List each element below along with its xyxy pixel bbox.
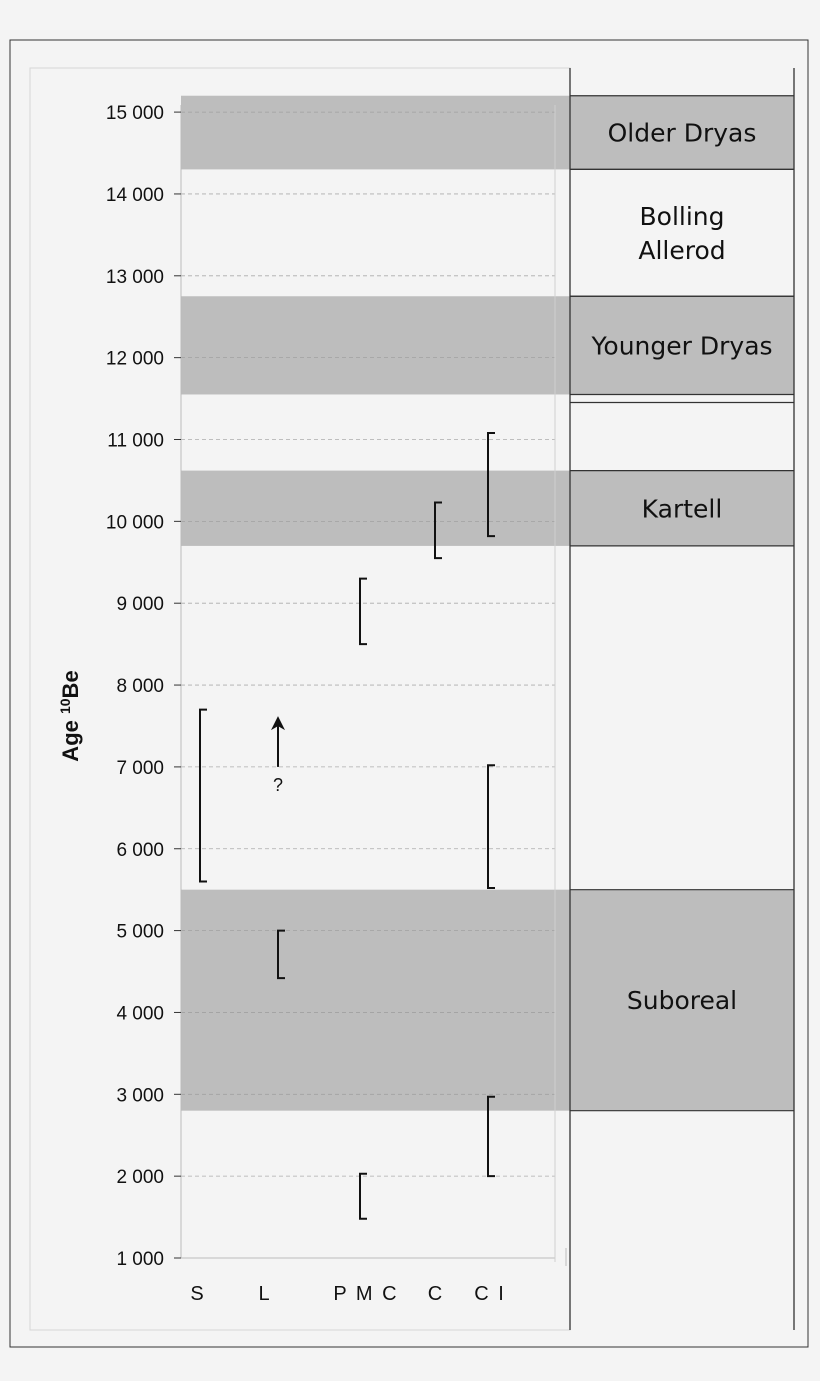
inner-panel [29,67,571,1331]
period-column: Older Dryas Bolling Allerod Younger Dryas Ka… [570,95,794,1112]
age-ranges [199,431,495,1220]
period-label-1-1: Allerod [638,236,725,265]
age-range-C-4 [434,501,442,560]
y-tick-label-8: 9 000 [116,594,164,615]
period-label-1-0: Bolling [640,202,725,231]
period-label-2-0: Younger Dryas [590,331,772,360]
y-axis-label-superscript: 10 [57,698,73,714]
y-tick-label-11: 12 000 [106,349,164,370]
arrow-head [271,716,285,731]
y-axis-label-main: Age [58,714,83,762]
period-band-0 [181,95,794,170]
age-range-PMC-3 [359,1172,367,1220]
grid-lines [181,111,555,1177]
y-axis-label: Age 10Be [57,670,83,761]
open-range-arrow: ? [271,716,285,795]
period-band-2 [181,296,794,395]
age-range-PMC-2 [359,577,367,646]
category-label-S: S [190,1283,205,1305]
age-range-CI-6 [487,764,495,890]
period-label-3-0: Kartell [642,494,723,523]
y-tick-label-14: 15 000 [106,103,164,124]
category-label-L: L [258,1283,271,1305]
age-range-S-0 [199,708,207,883]
y-tick-label-13: 14 000 [106,185,164,206]
arrow-question-mark: ? [273,775,283,795]
category-label-PMC: P M C [333,1283,398,1305]
category-label-CI: C I [474,1283,506,1305]
period-label-0-0: Older Dryas [608,119,757,148]
y-tick-label-10: 11 000 [107,431,164,452]
y-tick-label-12: 13 000 [106,267,164,288]
y-tick-label-5: 6 000 [116,840,164,861]
period-band-4 [181,889,794,1111]
age-range-L-1 [277,929,285,980]
period-shading [181,95,794,1111]
y-tick-label-4: 5 000 [116,922,164,943]
period-label-4-0: Suboreal [627,986,737,1015]
y-tick-label-6: 7 000 [116,758,164,779]
y-tick-label-2: 3 000 [116,1085,164,1106]
y-tick-label-9: 10 000 [106,512,164,533]
y-tick-label-7: 8 000 [116,676,164,697]
age-range-CI-5 [487,431,495,538]
y-tick-label-0: 1 000 [116,1249,164,1270]
y-tick-labels: 1 000 2 000 3 000 4 000 5 000 6 000 7 000 8 000… [106,103,181,1270]
y-tick-label-1: 2 000 [116,1167,164,1188]
category-label-C: C [428,1283,444,1305]
age-range-CI-7 [487,1095,495,1178]
y-tick-label-3: 4 000 [116,1003,164,1024]
y-axis-label-element: Be [58,670,83,698]
